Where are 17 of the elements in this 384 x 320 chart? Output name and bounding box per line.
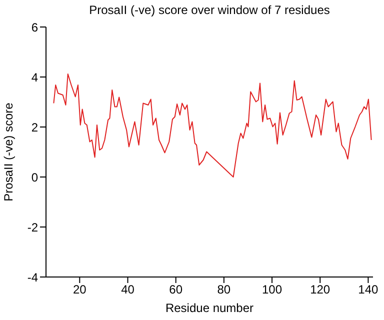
x-axis-title: Residue number xyxy=(165,301,254,315)
x-tick-label: 140 xyxy=(358,282,379,297)
x-tick-label: 100 xyxy=(262,282,282,297)
x-tick-label: 60 xyxy=(169,282,183,297)
x-tick-label: 120 xyxy=(310,282,330,297)
y-tick-label: -2 xyxy=(27,220,38,234)
y-tick-label: -4 xyxy=(27,270,38,284)
chart-title: ProsaII (-ve) score over window of 7 residues xyxy=(88,3,331,17)
y-axis-title: ProsaII (-ve) score xyxy=(1,102,16,202)
y-tick-label: 0 xyxy=(31,170,38,184)
y-tick-label: 2 xyxy=(31,120,38,134)
x-tick-label: 20 xyxy=(72,282,87,297)
y-tick-label: 4 xyxy=(31,70,38,84)
y-tick-label: 6 xyxy=(31,20,38,34)
x-tick-label: 80 xyxy=(217,282,231,297)
line-series xyxy=(53,74,372,178)
x-tick-label: 40 xyxy=(121,282,135,297)
